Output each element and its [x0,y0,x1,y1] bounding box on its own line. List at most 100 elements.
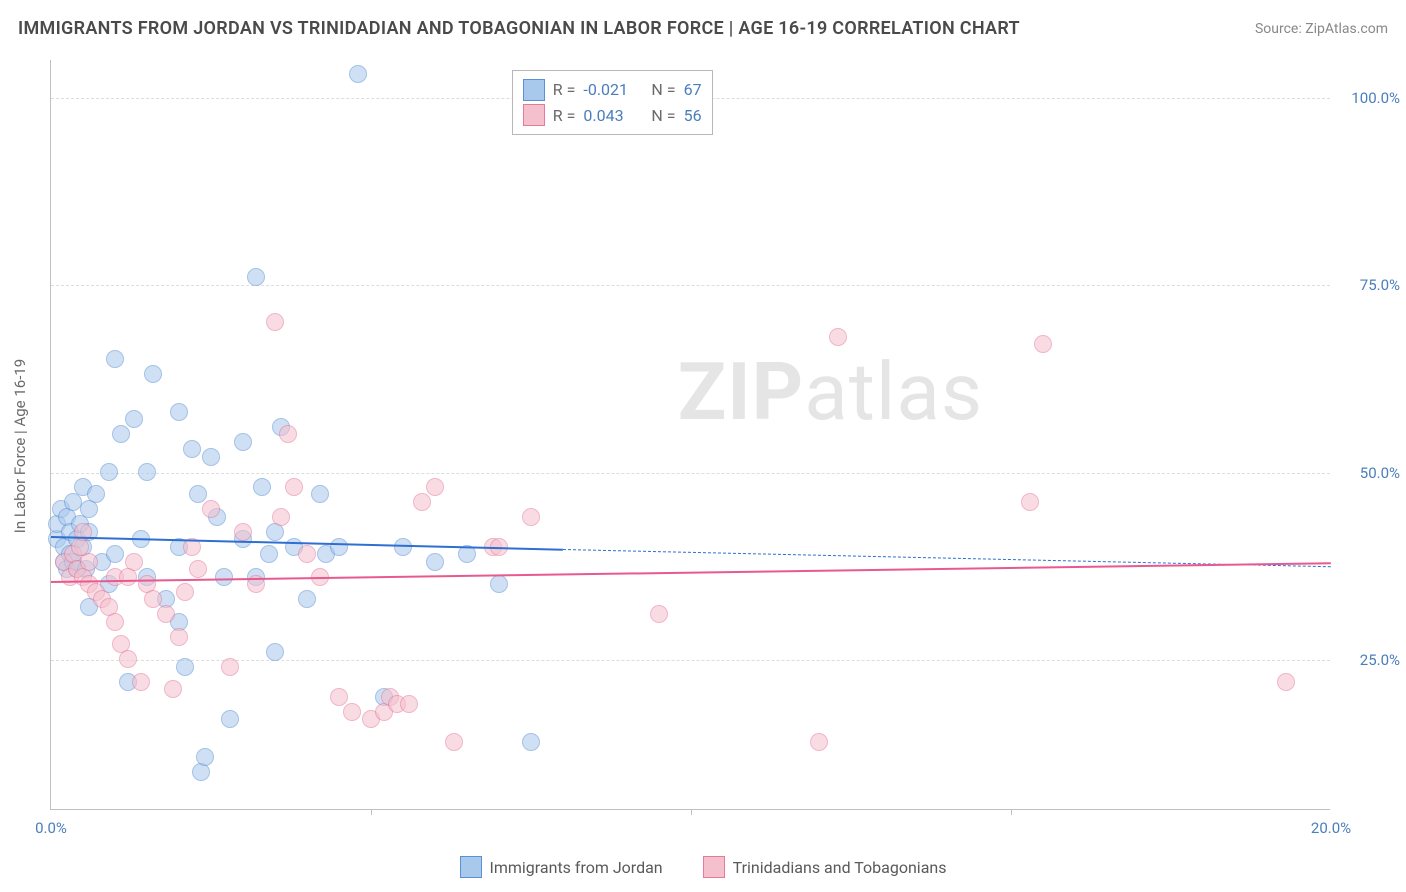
scatter-point [80,553,98,571]
scatter-point [810,733,828,751]
scatter-point [298,545,316,563]
legend-label-trinidad: Trinidadians and Tobagonians [733,858,947,877]
scatter-point [343,703,361,721]
scatter-point [260,545,278,563]
legend-swatch-trinidad [703,856,725,878]
legend-stats-row: R = -0.021 N = 67 [523,77,702,103]
scatter-point [650,605,668,623]
scatter-point [426,478,444,496]
scatter-point [144,590,162,608]
scatter-point [272,508,290,526]
scatter-point [215,568,233,586]
x-tick-mark [371,809,372,815]
legend-bottom: Immigrants from Jordan Trinidadians and … [0,856,1406,878]
scatter-point [164,680,182,698]
legend-n-label: N = [651,77,675,103]
title-bar: IMMIGRANTS FROM JORDAN VS TRINIDADIAN AN… [18,18,1388,39]
scatter-point [234,433,252,451]
scatter-point [157,605,175,623]
plot-area: ZIPatlas 25.0%50.0%75.0%100.0%0.0%20.0%R… [50,60,1330,810]
legend-n-label: N = [651,103,675,129]
scatter-point [189,485,207,503]
scatter-point [330,688,348,706]
scatter-point [87,485,105,503]
scatter-point [183,440,201,458]
scatter-point [1021,493,1039,511]
trend-line [51,563,1331,584]
scatter-point [106,350,124,368]
y-tick-label: 25.0% [1338,651,1400,669]
scatter-point [125,410,143,428]
legend-swatch-jordan [460,856,482,878]
scatter-point [221,710,239,728]
watermark-atlas: atlas [804,345,983,439]
source-label: Source: ZipAtlas.com [1255,21,1388,37]
scatter-point [196,748,214,766]
scatter-point [490,575,508,593]
legend-r-value: -0.021 [583,77,643,103]
chart-container: IMMIGRANTS FROM JORDAN VS TRINIDADIAN AN… [0,0,1406,892]
watermark-zip: ZIP [678,345,805,439]
legend-item-trinidad: Trinidadians and Tobagonians [703,856,947,878]
scatter-point [445,733,463,751]
scatter-point [176,583,194,601]
legend-n-value: 56 [684,103,702,129]
scatter-point [170,628,188,646]
scatter-point [106,613,124,631]
legend-n-value: 67 [684,77,702,103]
x-tick-label: 0.0% [35,819,67,837]
x-tick-label: 20.0% [1311,819,1351,837]
scatter-point [426,553,444,571]
legend-stats-swatch [523,104,545,126]
gridline [51,660,1330,661]
scatter-point [144,365,162,383]
scatter-point [349,65,367,83]
scatter-point [202,448,220,466]
legend-r-label: R = [553,103,576,129]
scatter-point [279,425,297,443]
scatter-point [106,545,124,563]
gridline [51,285,1330,286]
scatter-point [176,658,194,676]
scatter-point [400,695,418,713]
y-tick-label: 50.0% [1338,464,1400,482]
scatter-point [119,650,137,668]
scatter-point [311,485,329,503]
legend-item-jordan: Immigrants from Jordan [460,856,663,878]
scatter-point [298,590,316,608]
scatter-point [138,463,156,481]
legend-stats: R = -0.021 N = 67 R = 0.043 N = 56 [512,70,713,135]
scatter-point [112,425,130,443]
y-tick-label: 75.0% [1338,276,1400,294]
scatter-point [119,568,137,586]
legend-stats-row: R = 0.043 N = 56 [523,103,702,129]
x-tick-mark [1011,809,1012,815]
chart-title: IMMIGRANTS FROM JORDAN VS TRINIDADIAN AN… [18,18,1020,39]
scatter-point [247,268,265,286]
scatter-point [522,508,540,526]
scatter-point [1277,673,1295,691]
scatter-point [1034,335,1052,353]
scatter-point [522,733,540,751]
scatter-point [189,560,207,578]
legend-r-label: R = [553,77,576,103]
scatter-point [100,463,118,481]
scatter-point [170,403,188,421]
x-tick-mark [691,809,692,815]
y-tick-label: 100.0% [1338,89,1400,107]
scatter-point [202,500,220,518]
scatter-point [413,493,431,511]
scatter-point [221,658,239,676]
legend-r-value: 0.043 [583,103,643,129]
scatter-point [829,328,847,346]
scatter-point [253,478,271,496]
watermark: ZIPatlas [678,345,983,439]
legend-stats-swatch [523,79,545,101]
scatter-point [266,313,284,331]
scatter-point [234,523,252,541]
gridline [51,473,1330,474]
scatter-point [330,538,348,556]
scatter-point [132,673,150,691]
y-axis-label: In Labor Force | Age 16-19 [11,359,29,533]
scatter-point [285,478,303,496]
